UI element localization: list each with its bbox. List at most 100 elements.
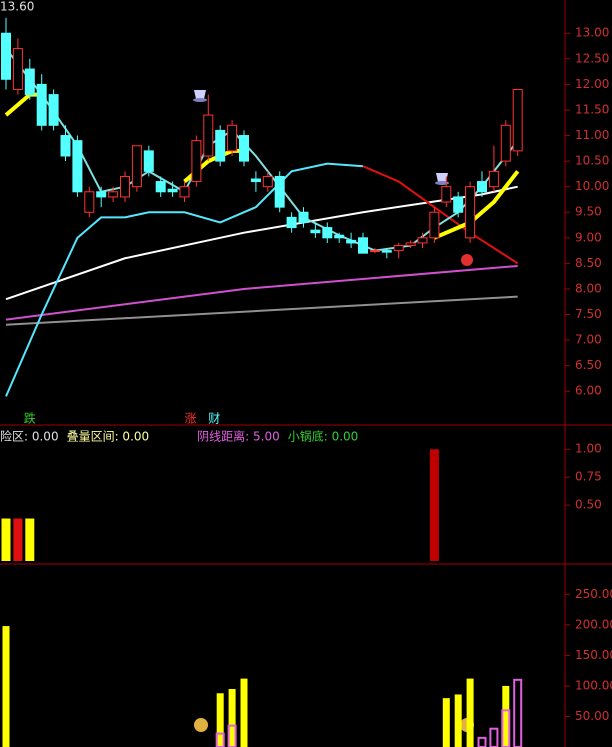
bar (228, 688, 236, 747)
y-tick-label: 200.00 (575, 617, 612, 631)
signal-label: 财 (208, 412, 220, 426)
y-tick-label: 8.00 (575, 281, 602, 295)
candle-body (108, 191, 119, 198)
cup-icon (193, 90, 207, 102)
y-tick-label: 250.00 (575, 587, 612, 601)
candle-body (322, 227, 333, 239)
candle-body (12, 48, 23, 91)
candle-body (48, 94, 59, 126)
bar (477, 736, 487, 747)
candle-body (512, 89, 523, 152)
candle-body (274, 175, 285, 208)
y-tick-label: 150.00 (575, 648, 612, 662)
legend-item: 险区: 0.00 (0, 429, 59, 444)
candle-body (36, 83, 47, 126)
y-tick-label: 0.75 (575, 470, 602, 484)
bar (1, 518, 11, 561)
y-tick-label: 0.50 (575, 498, 602, 512)
y-tick-label: 12.50 (575, 51, 609, 65)
candle-body (143, 150, 154, 172)
candle-body (369, 250, 380, 253)
y-tick-label: 13.00 (575, 26, 609, 40)
candle-body (24, 68, 35, 96)
candle-body (465, 186, 476, 239)
price-label: 13.60 (0, 0, 34, 14)
candle-body (334, 234, 345, 239)
indicator-line (5, 162, 364, 397)
candle-body (488, 170, 499, 188)
candle-body (120, 175, 130, 198)
bar (13, 518, 23, 561)
candle-body (60, 135, 71, 157)
candle-body (298, 211, 309, 223)
money-bag-icon (194, 718, 208, 732)
candle-body (310, 229, 321, 234)
y-tick-label: 12.00 (575, 77, 609, 91)
y-tick-label: 11.00 (575, 128, 609, 142)
candle-body (84, 191, 95, 213)
signal-label: 涨 (184, 411, 196, 426)
candle-body (429, 211, 440, 239)
y-tick-label: 10.00 (575, 179, 609, 193)
candle-body (155, 181, 166, 193)
candle-body (500, 124, 511, 162)
bar (2, 626, 10, 747)
bar (454, 694, 462, 747)
y-tick-label: 9.50 (575, 205, 602, 219)
y-tick-label: 50.00 (575, 709, 609, 723)
y-tick-label: 1.00 (575, 442, 602, 456)
candle-body (381, 250, 392, 253)
candle-body (239, 135, 249, 162)
candle-body (453, 196, 464, 213)
candle-body (215, 129, 226, 162)
cup-icon (435, 173, 449, 185)
indicator-line (5, 295, 518, 326)
y-tick-label: 10.50 (575, 154, 609, 168)
y-tick-label: 7.00 (575, 333, 602, 347)
y-tick-label: 11.50 (575, 102, 609, 116)
candle-body (167, 188, 178, 193)
candle-body (441, 186, 452, 203)
candle-body (286, 216, 297, 229)
bar (501, 709, 511, 747)
candle-body (203, 114, 214, 157)
indicator-line (5, 264, 518, 321)
candle-body (393, 244, 404, 252)
candle-body (250, 178, 261, 183)
signal-label: 跌 (24, 411, 36, 426)
bar (215, 732, 225, 747)
legend-item: 叠量区间: 0.00 (67, 430, 150, 444)
candle-body (72, 140, 83, 193)
bar (25, 518, 35, 561)
candle-body (191, 140, 202, 183)
bar (502, 685, 510, 747)
candle-body (417, 237, 428, 244)
candle-body (1, 32, 11, 80)
candle-body (179, 186, 190, 198)
bar (489, 727, 499, 747)
y-tick-label: 8.50 (575, 256, 602, 270)
legend-item: 小锅底: 0.00 (288, 429, 359, 444)
candle-body (131, 145, 142, 188)
y-tick-label: 9.00 (575, 230, 602, 244)
candle-body (358, 237, 368, 254)
candle-body (405, 242, 416, 246)
candle-body (227, 124, 238, 152)
ball-icon (461, 254, 473, 266)
y-tick-label: 7.50 (575, 307, 602, 321)
y-tick-label: 100.00 (575, 678, 612, 692)
bar (240, 678, 248, 747)
candle-body (262, 175, 273, 188)
y-tick-label: 6.50 (575, 358, 602, 372)
bar (442, 698, 450, 747)
y-tick-label: 6.00 (575, 384, 602, 398)
candle-body (477, 181, 487, 193)
bar (216, 693, 224, 747)
candle-body (346, 239, 357, 244)
bar (429, 449, 439, 561)
candle-body (96, 191, 107, 198)
bar (466, 678, 474, 747)
legend-item: 阴线距离: 5.00 (197, 429, 280, 444)
